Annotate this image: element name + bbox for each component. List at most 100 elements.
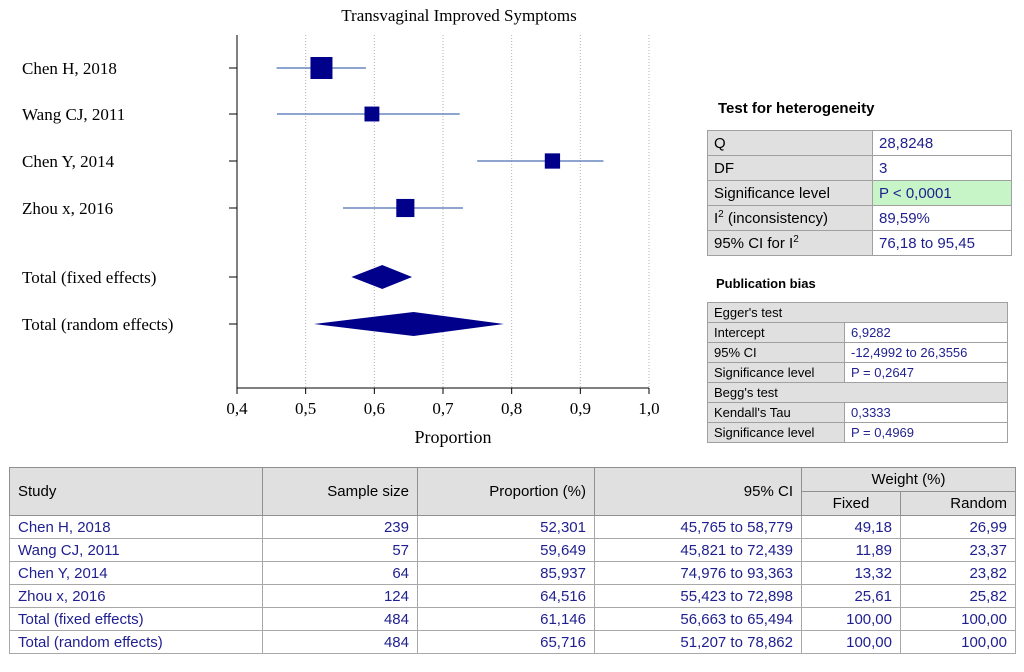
het-key: Significance level <box>707 180 873 206</box>
het-key-main: 95% CI for I <box>714 235 794 252</box>
cell-proportion: 65,716 <box>417 630 595 654</box>
egger-key: Intercept <box>707 322 845 343</box>
cell-study: Total (fixed effects) <box>9 607 263 631</box>
heterogeneity-table: Q 28,8248 DF 3 Significance level P < 0,… <box>707 130 1012 256</box>
header-ci: 95% CI <box>594 467 802 516</box>
cell-study: Total (random effects) <box>9 630 263 654</box>
tick-labels: 0,4 0,5 0,6 0,7 0,8 0,9 1,0 <box>226 399 659 418</box>
egger-header-row: Egger's test <box>707 302 1008 323</box>
het-row-i2: I2 (inconsistency) 89,59% <box>707 205 1012 231</box>
cell-study: Chen Y, 2014 <box>9 561 263 585</box>
cell-fixed-weight: 25,61 <box>801 584 901 608</box>
het-key-main: I <box>714 210 719 227</box>
x-tick-label: 0,9 <box>570 399 591 418</box>
begg-key: Kendall's Tau <box>707 402 845 423</box>
cell-random-weight: 23,82 <box>900 561 1016 585</box>
subheader-row: Fixed Random <box>10 491 1016 516</box>
begg-header-row: Begg's test <box>707 382 1008 403</box>
x-tick-label: 1,0 <box>638 399 659 418</box>
study-marker <box>396 198 415 218</box>
x-tick-label: 0,4 <box>226 399 248 418</box>
chart-marks <box>276 57 604 336</box>
cell-ci: 51,207 to 78,862 <box>594 630 802 654</box>
cell-ci: 55,423 to 72,898 <box>594 584 802 608</box>
egger-key: Significance level <box>707 362 845 383</box>
het-key: I2 (inconsistency) <box>707 205 873 231</box>
study-label: Chen Y, 2014 <box>22 152 115 171</box>
x-tick-label: 0,8 <box>501 399 522 418</box>
het-value: 28,8248 <box>872 130 1012 156</box>
x-tick-label: 0,5 <box>295 399 316 418</box>
cell-sample-size: 64 <box>262 561 418 585</box>
het-value-significant: P < 0,0001 <box>872 180 1012 206</box>
table-row: Chen Y, 2014 64 85,937 74,976 to 93,363 13,3… <box>9 561 1016 585</box>
table-row: Total (random effects) 484 65,716 51,207 to… <box>9 630 1016 654</box>
cell-sample-size: 57 <box>262 538 418 562</box>
cell-random-weight: 26,99 <box>900 515 1016 539</box>
study-marker <box>310 57 333 79</box>
egger-key: 95% CI <box>707 342 845 363</box>
cell-fixed-weight: 13,32 <box>801 561 901 585</box>
table-row: Zhou x, 2016 124 64,516 55,423 to 72,898 25,… <box>9 584 1016 608</box>
egger-row: Significance level P = 0,2647 <box>707 362 1008 383</box>
cell-random-weight: 100,00 <box>900 607 1016 631</box>
total-label: Total (fixed effects) <box>22 268 156 287</box>
het-row-ci-i2: 95% CI for I2 76,18 to 95,45 <box>707 230 1012 256</box>
cell-proportion: 64,516 <box>417 584 595 608</box>
cell-sample-size: 484 <box>262 630 418 654</box>
begg-key: Significance level <box>707 422 845 443</box>
cell-ci: 45,765 to 58,779 <box>594 515 802 539</box>
study-label: Zhou x, 2016 <box>22 199 113 218</box>
begg-value: P = 0,4969 <box>844 422 1008 443</box>
grid-lines <box>305 35 650 388</box>
x-axis-label: Proportion <box>414 427 491 447</box>
study-marker <box>544 153 561 169</box>
egger-value: P = 0,2647 <box>844 362 1008 383</box>
begg-header: Begg's test <box>707 382 1008 403</box>
cell-sample-size: 124 <box>262 584 418 608</box>
cell-ci: 74,976 to 93,363 <box>594 561 802 585</box>
het-key-sup: 2 <box>718 209 724 220</box>
header-weight: Weight (%) <box>801 467 1016 492</box>
cell-proportion: 85,937 <box>417 561 595 585</box>
summary-diamond <box>313 312 504 336</box>
egger-value: 6,9282 <box>844 322 1008 343</box>
cell-sample-size: 239 <box>262 515 418 539</box>
table-row: Chen H, 2018 239 52,301 45,765 to 58,779 49,… <box>9 515 1016 539</box>
summary-diamond <box>351 265 413 289</box>
heterogeneity-title: Test for heterogeneity <box>718 100 875 117</box>
het-key-rest: (inconsistency) <box>723 210 828 227</box>
total-label: Total (random effects) <box>22 315 173 334</box>
cell-study: Wang CJ, 2011 <box>9 538 263 562</box>
het-key: DF <box>707 155 873 181</box>
cell-random-weight: 25,82 <box>900 584 1016 608</box>
study-table: Study Sample size Proportion (%) 95% CI … <box>9 467 1016 654</box>
cell-random-weight: 100,00 <box>900 630 1016 654</box>
begg-row: Kendall's Tau 0,3333 <box>707 402 1008 423</box>
header-row: Study Sample size Proportion (%) 95% CI … <box>9 467 1016 516</box>
cell-fixed-weight: 100,00 <box>801 607 901 631</box>
study-label: Wang CJ, 2011 <box>22 105 125 124</box>
study-marker <box>364 106 380 122</box>
cell-ci: 56,663 to 65,494 <box>594 607 802 631</box>
header-sample-size: Sample size <box>262 467 418 516</box>
study-labels: Chen H, 2018 Wang CJ, 2011 Chen Y, 2014 Zho… <box>22 59 173 334</box>
cell-proportion: 59,649 <box>417 538 595 562</box>
het-value: 76,18 to 95,45 <box>872 230 1012 256</box>
x-tick-label: 0,6 <box>364 399 385 418</box>
het-row-df: DF 3 <box>707 155 1012 181</box>
egger-value: -12,4992 to 26,3556 <box>844 342 1008 363</box>
begg-value: 0,3333 <box>844 402 1008 423</box>
header-random: Random <box>900 491 1016 516</box>
cell-ci: 45,821 to 72,439 <box>594 538 802 562</box>
study-label: Chen H, 2018 <box>22 59 117 78</box>
egger-row: Intercept 6,9282 <box>707 322 1008 343</box>
header-study: Study <box>9 467 263 516</box>
cell-fixed-weight: 11,89 <box>801 538 901 562</box>
cell-fixed-weight: 49,18 <box>801 515 901 539</box>
header-proportion: Proportion (%) <box>417 467 595 516</box>
het-row-q: Q 28,8248 <box>707 130 1012 156</box>
table-row: Total (fixed effects) 484 61,146 56,663 to … <box>9 607 1016 631</box>
het-key: Q <box>707 130 873 156</box>
cell-proportion: 52,301 <box>417 515 595 539</box>
